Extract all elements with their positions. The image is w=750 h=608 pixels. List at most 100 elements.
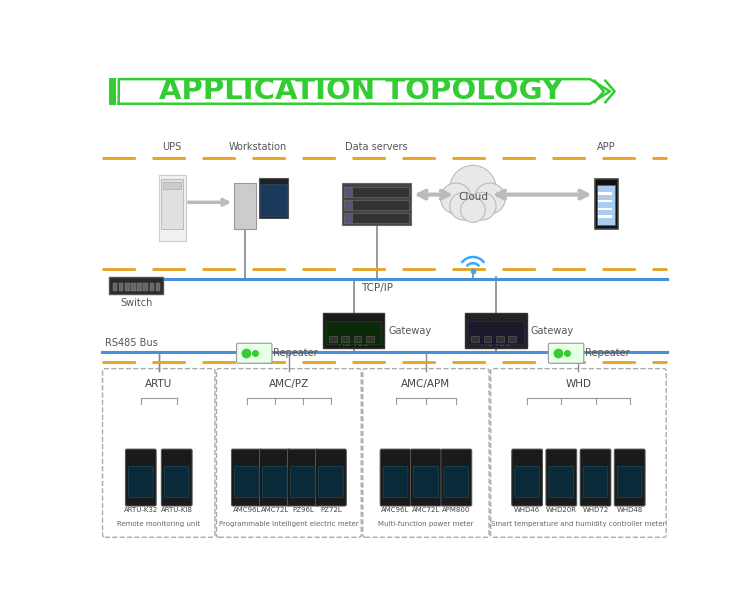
Circle shape (440, 183, 472, 214)
FancyBboxPatch shape (363, 368, 489, 537)
Text: AMC72L: AMC72L (412, 507, 440, 513)
FancyBboxPatch shape (549, 466, 574, 497)
Text: AMC/APM: AMC/APM (401, 379, 451, 389)
Bar (125, 283, 130, 291)
Bar (344, 200, 409, 210)
FancyBboxPatch shape (444, 466, 469, 497)
Bar (110, 78, 116, 105)
FancyBboxPatch shape (548, 344, 584, 363)
Bar (161, 179, 184, 229)
Bar (260, 184, 286, 216)
FancyBboxPatch shape (512, 449, 542, 506)
FancyBboxPatch shape (262, 466, 287, 497)
FancyBboxPatch shape (441, 449, 472, 506)
FancyBboxPatch shape (319, 466, 344, 497)
Text: Cloud: Cloud (458, 192, 488, 202)
Text: WHD20R: WHD20R (546, 507, 577, 513)
Text: TCP/IP: TCP/IP (361, 283, 393, 293)
Text: Remote monitoring unit: Remote monitoring unit (117, 521, 200, 527)
Text: AMC72L: AMC72L (261, 507, 289, 513)
Text: RS485 Bus: RS485 Bus (105, 338, 158, 348)
Text: RS485: RS485 (480, 338, 512, 348)
FancyBboxPatch shape (287, 449, 318, 506)
Text: Repeater: Repeater (274, 348, 318, 358)
Text: AMC96L: AMC96L (232, 507, 261, 513)
Bar (598, 215, 612, 218)
Bar (159, 175, 186, 241)
FancyBboxPatch shape (232, 449, 262, 506)
FancyBboxPatch shape (410, 449, 441, 506)
Bar (344, 200, 352, 210)
Bar (484, 336, 491, 342)
Bar (597, 185, 616, 226)
Bar (496, 336, 504, 342)
Bar (353, 336, 362, 342)
FancyBboxPatch shape (546, 449, 577, 506)
Bar (164, 182, 181, 189)
FancyBboxPatch shape (290, 466, 315, 497)
Bar (137, 283, 142, 291)
Bar (156, 283, 160, 291)
Text: AMC/PZ: AMC/PZ (268, 379, 309, 389)
FancyBboxPatch shape (217, 368, 362, 537)
Text: Smart temperature and humidity controller meter: Smart temperature and humidity controlle… (491, 521, 666, 527)
Text: Programmable intelligent electric meter: Programmable intelligent electric meter (219, 521, 358, 527)
Text: Gateway: Gateway (388, 325, 431, 336)
FancyBboxPatch shape (490, 368, 666, 537)
Bar (342, 183, 411, 226)
Bar (472, 336, 479, 342)
Bar (341, 336, 349, 342)
Bar (344, 213, 409, 223)
Bar (595, 179, 618, 229)
Text: WHD72: WHD72 (583, 507, 609, 513)
Bar (465, 313, 526, 348)
Circle shape (450, 165, 496, 212)
Bar (344, 187, 352, 197)
Text: APM800: APM800 (442, 507, 470, 513)
Text: PZ96L: PZ96L (292, 507, 314, 513)
Bar (344, 213, 352, 223)
FancyBboxPatch shape (617, 466, 642, 497)
Text: WHD46: WHD46 (514, 507, 540, 513)
Text: WHD: WHD (566, 379, 592, 389)
Bar (509, 336, 516, 342)
Bar (326, 321, 381, 344)
Text: APP: APP (597, 142, 616, 151)
Text: ARTU-K32: ARTU-K32 (124, 507, 158, 513)
Bar (149, 283, 154, 291)
Text: Multi-function power meter: Multi-function power meter (378, 521, 474, 527)
Circle shape (460, 198, 485, 223)
Bar (131, 283, 136, 291)
Text: ARTU: ARTU (146, 379, 172, 389)
Text: WHD48: WHD48 (616, 507, 643, 513)
Bar (110, 277, 164, 294)
FancyBboxPatch shape (161, 449, 192, 506)
Bar (118, 283, 123, 291)
Text: Switch: Switch (120, 298, 152, 308)
FancyBboxPatch shape (164, 466, 189, 497)
FancyBboxPatch shape (125, 449, 156, 506)
Bar (112, 283, 117, 291)
Bar (259, 178, 288, 218)
FancyBboxPatch shape (580, 449, 611, 506)
Bar (366, 336, 374, 342)
Bar (598, 200, 612, 202)
Bar (598, 208, 612, 210)
Circle shape (450, 192, 478, 220)
FancyBboxPatch shape (614, 449, 645, 506)
Bar (143, 283, 148, 291)
FancyBboxPatch shape (380, 449, 411, 506)
Bar (598, 192, 612, 195)
FancyBboxPatch shape (414, 466, 438, 497)
Bar (322, 313, 385, 348)
FancyBboxPatch shape (260, 449, 290, 506)
Bar (468, 321, 524, 344)
FancyBboxPatch shape (584, 466, 608, 497)
Circle shape (475, 183, 506, 214)
Text: Workstation: Workstation (228, 142, 286, 151)
FancyBboxPatch shape (514, 466, 539, 497)
Text: ARTU-KI8: ARTU-KI8 (160, 507, 193, 513)
FancyBboxPatch shape (103, 368, 215, 537)
Text: APPLICATION TOPOLOGY: APPLICATION TOPOLOGY (159, 77, 563, 105)
Bar (234, 183, 256, 229)
